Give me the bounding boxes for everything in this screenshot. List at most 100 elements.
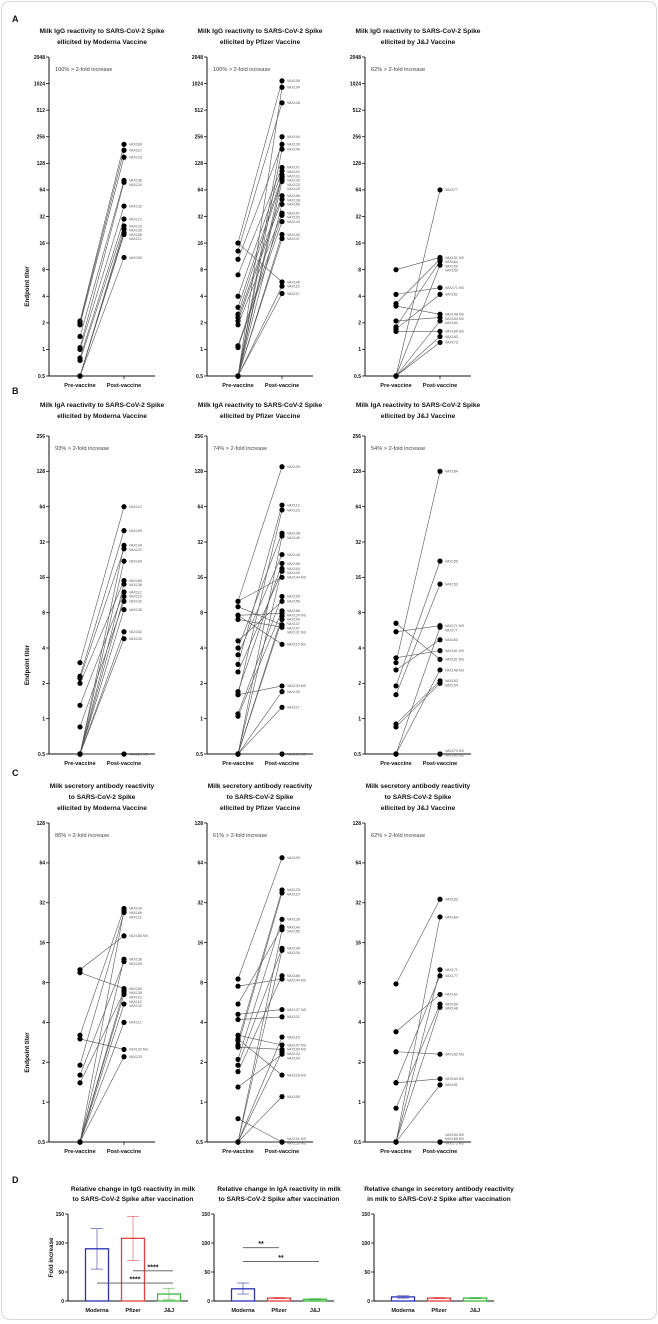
- subject-line: [395, 639, 441, 671]
- subject-line: [237, 948, 283, 1066]
- subject-label: VAX166: [287, 203, 300, 207]
- pre-vaccine-point: [393, 1139, 399, 1145]
- pre-vaccine-point: [235, 1139, 241, 1145]
- subject-label: VAX134: [129, 907, 142, 911]
- pre-vaccine-point: [393, 291, 399, 297]
- y-tick-label: 64: [197, 504, 203, 510]
- y-tick-label: 256: [37, 135, 46, 141]
- subject-label: VAX161: [445, 293, 458, 297]
- pre-vaccine-point: [235, 322, 241, 328]
- subject-label: VAX130: [287, 571, 300, 575]
- chart-title: ellicited by J&J Vaccine: [381, 413, 456, 420]
- x-tick-label: Pre-vaccine: [380, 761, 411, 767]
- subject-label: VAX163 NS: [445, 1077, 465, 1081]
- subject-line: [79, 910, 125, 1143]
- y-tick-label: 16: [197, 940, 203, 946]
- subject-label: VAX139: [287, 143, 300, 147]
- subject-line: [237, 178, 283, 315]
- subject-line: [79, 150, 125, 323]
- subject-label: VAX130: [287, 179, 300, 183]
- subject-line: [79, 548, 125, 679]
- y-tick-label: 16: [39, 940, 45, 946]
- subject-label: VAX165 NS: [445, 1137, 465, 1141]
- y-tick-label: 1: [200, 716, 203, 722]
- post-vaccine-point: [121, 581, 127, 587]
- subject-label: VAX166: [287, 974, 300, 978]
- post-vaccine-point: [437, 637, 443, 643]
- subject-label: VAX140: [287, 148, 300, 152]
- subject-line: [79, 1038, 125, 1050]
- subject-label: VAX154 NS: [445, 1133, 465, 1137]
- post-vaccine-point: [279, 78, 285, 84]
- x-tick-label: Post-vaccine: [107, 1149, 142, 1155]
- subject-line: [237, 242, 283, 283]
- subject-label: VAX162 NS: [445, 1053, 465, 1057]
- post-vaccine-point: [121, 629, 127, 635]
- subject-label: VAX132: [129, 204, 142, 208]
- y-tick-label: 8: [200, 610, 203, 616]
- subject-line: [237, 204, 283, 377]
- subject-line: [237, 181, 283, 377]
- subject-line: [79, 234, 125, 377]
- post-vaccine-point: [279, 1139, 285, 1145]
- pre-vaccine-point: [235, 240, 241, 246]
- subject-label: VAX132: [129, 1004, 142, 1008]
- y-tick-label: 1: [358, 716, 361, 722]
- post-vaccine-point: [279, 219, 285, 225]
- post-vaccine-point: [279, 212, 285, 218]
- subject-label: VAX151: [445, 1083, 458, 1087]
- subject-label: VAX159: [445, 264, 458, 268]
- y-tick-label: 1024: [350, 81, 361, 87]
- y-tick-label: 8: [42, 267, 45, 273]
- subject-line: [237, 195, 283, 318]
- fold-increase-annotation: 62% > 2-fold increase: [371, 833, 425, 839]
- subject-line: [395, 265, 441, 377]
- subject-line: [79, 530, 125, 677]
- subject-label: VAX119: [287, 170, 300, 174]
- pre-vaccine-point: [235, 256, 241, 262]
- chart-title: to SARS-CoV-2 Spike: [69, 794, 136, 801]
- pre-vaccine-point: [77, 1139, 83, 1145]
- subject-label: VAX139: [287, 465, 300, 469]
- post-vaccine-point: [279, 641, 285, 647]
- pre-vaccine-point: [235, 983, 241, 989]
- subject-line: [237, 857, 283, 980]
- subject-label: VAX109: [287, 79, 300, 83]
- post-vaccine-point: [279, 976, 285, 982]
- subject-line: [79, 609, 125, 755]
- post-vaccine-point: [279, 290, 285, 297]
- subject-line: [395, 1007, 441, 1143]
- y-tick-label: 32: [197, 214, 203, 220]
- subject-line: [237, 466, 283, 602]
- x-tick-label: Post-vaccine: [107, 383, 142, 389]
- subject-label: VAX107: [287, 166, 300, 170]
- post-vaccine-point: [121, 203, 127, 209]
- subject-line: [237, 707, 283, 755]
- y-tick-label: 16: [355, 575, 361, 581]
- subject-line: [237, 929, 283, 1143]
- y-tick-label: 32: [39, 540, 45, 546]
- pre-vaccine-point: [235, 692, 241, 698]
- x-tick-label: Moderna: [85, 1308, 109, 1314]
- x-tick-label: Pre-vaccine: [64, 1149, 95, 1155]
- subject-line: [79, 580, 125, 684]
- subject-line: [79, 991, 125, 1083]
- subject-label: VAX133: [129, 637, 142, 641]
- y-tick-label: 128: [195, 469, 204, 475]
- pre-vaccine-point: [393, 1105, 399, 1111]
- subject-label: VAX104: [287, 86, 300, 90]
- subject-line: [79, 257, 125, 377]
- x-tick-label: Pre-vaccine: [380, 1149, 411, 1155]
- y-tick-label: 8: [42, 610, 45, 616]
- chart-title: to SARS-CoV-2 Spike: [385, 794, 452, 801]
- chart-title: ellicited by J&J Vaccine: [381, 805, 456, 812]
- subject-label: VAX162: [445, 679, 458, 683]
- panel-letter: C: [12, 768, 19, 778]
- post-vaccine-point: [279, 1034, 285, 1040]
- subject-line: [395, 189, 441, 377]
- post-vaccine-point: [279, 1094, 285, 1100]
- post-vaccine-point: [437, 967, 443, 973]
- pre-vaccine-point: [77, 660, 83, 666]
- fold-increase-annotation: 54% > 2-fold increase: [371, 446, 425, 452]
- subject-line: [79, 994, 125, 1143]
